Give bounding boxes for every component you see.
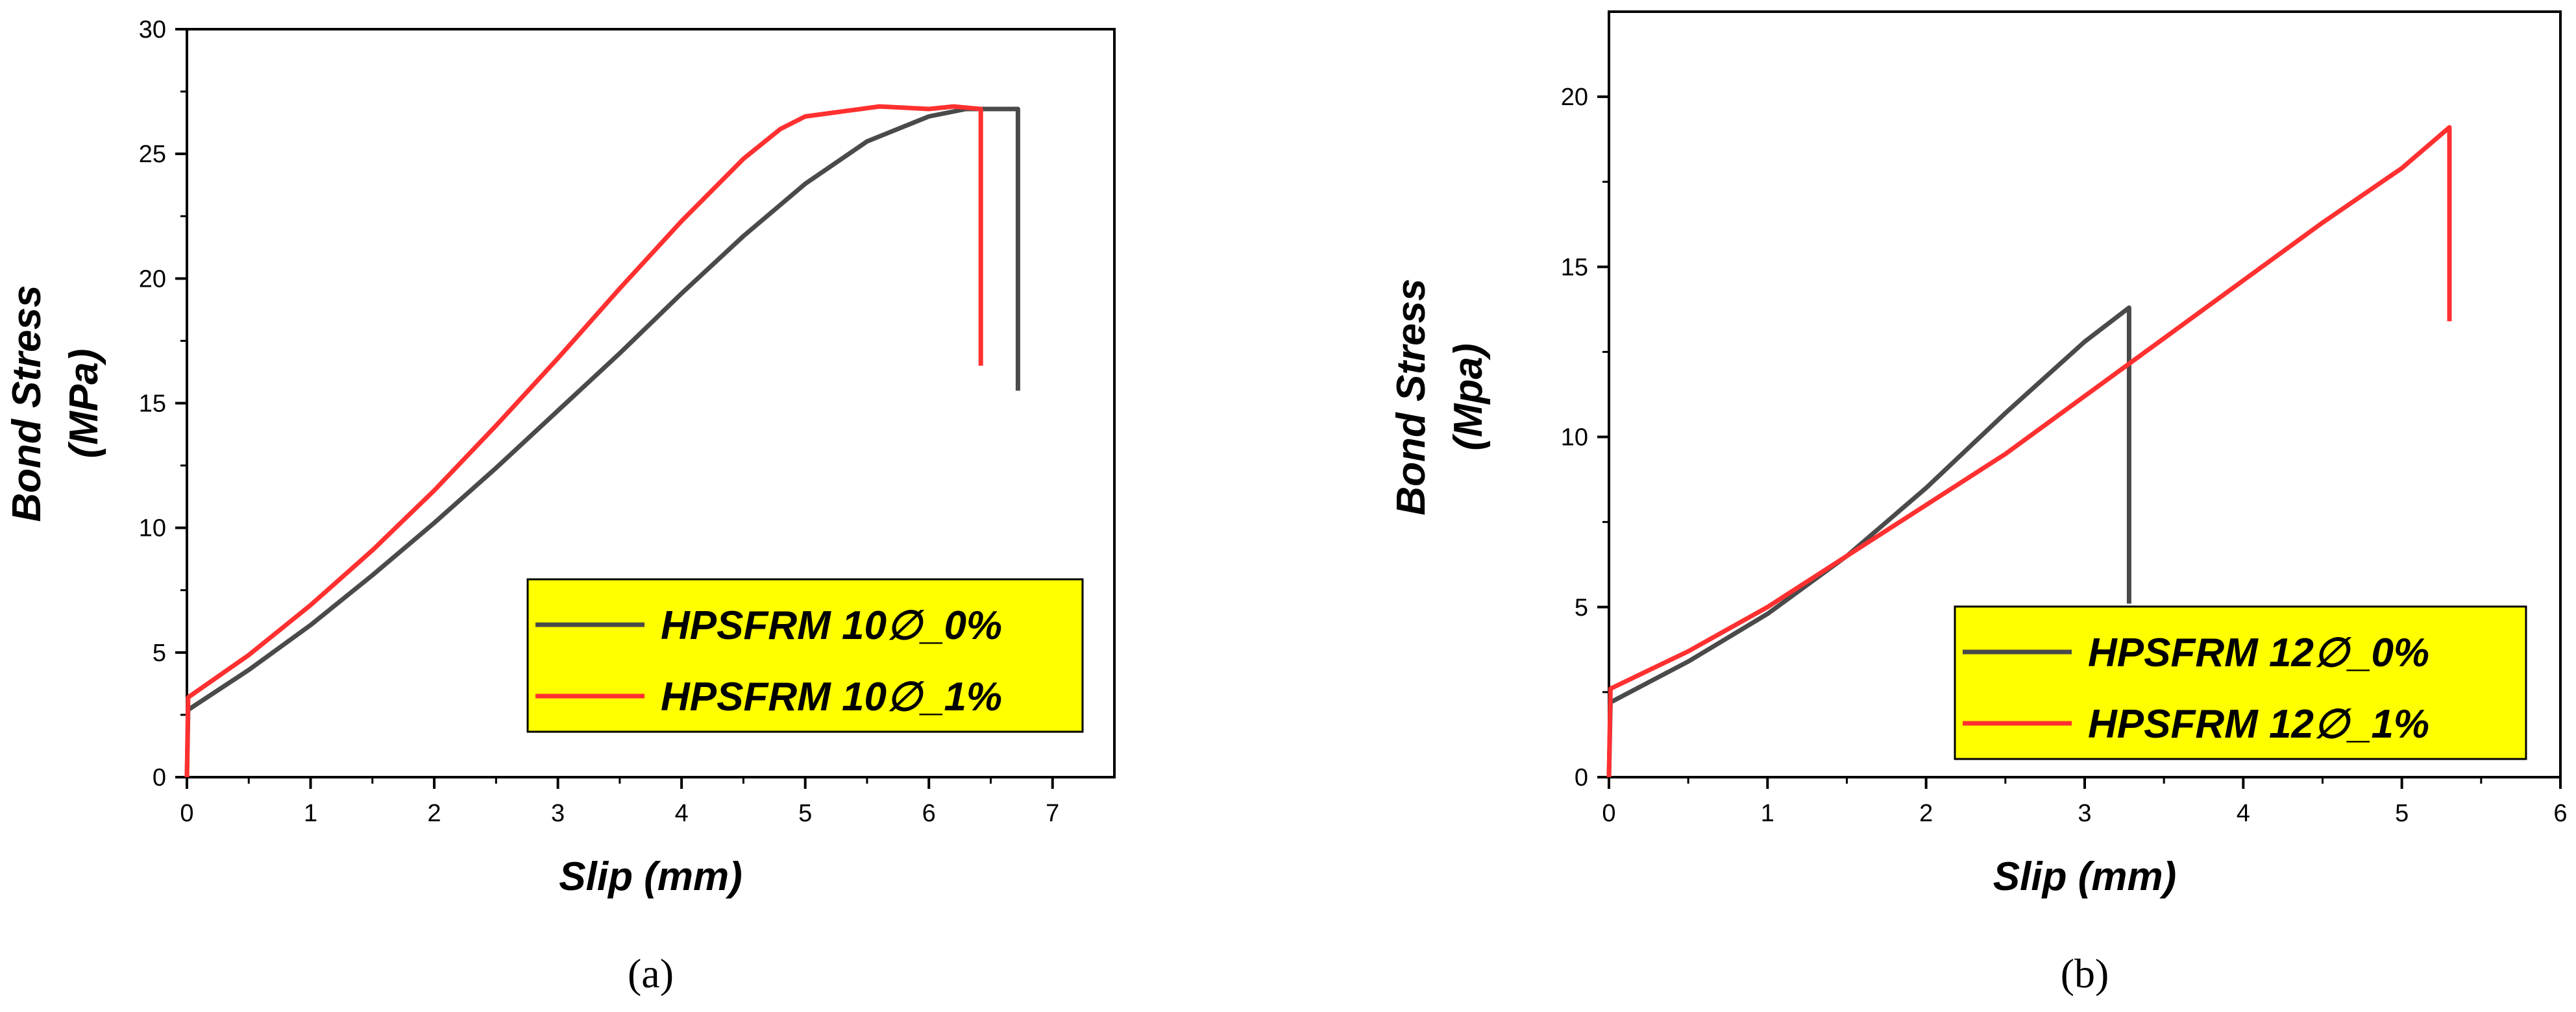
y-tick-label: 25 [139, 141, 166, 168]
legend-label-0: HPSFRM 12∅_0% [2088, 631, 2429, 675]
y-axis-title-line1: Bond Stress [1389, 278, 1434, 515]
series-line-1 [184, 104, 983, 778]
y-tick-label: 0 [153, 764, 166, 791]
legend-label-0: HPSFRM 10∅_0% [661, 603, 1002, 648]
x-tick-label: 3 [2078, 800, 2091, 827]
y-axis-title-line2: (Mpa) [1446, 343, 1491, 450]
y-tick-label: 10 [1561, 424, 1588, 452]
y-tick-label: 5 [153, 640, 166, 667]
x-tick-label: 0 [1602, 800, 1615, 827]
x-tick-label: 5 [2395, 800, 2409, 827]
x-axis-title: Slip (mm) [559, 854, 742, 899]
chart-panel-a: 0 1 2 3 4 5 6 7 0 5 10 15 20 25 30 HPSFRM 10∅_0% HPSFRM … [5, 16, 1116, 996]
series-line-0 [1606, 305, 2131, 778]
legend-box [1954, 605, 2527, 760]
panel-caption: (a) [628, 950, 674, 996]
legend-box [526, 578, 1084, 733]
y-tick-label: 20 [1561, 84, 1588, 111]
series-line-1 [1606, 125, 2452, 778]
y-tick-label: 30 [139, 16, 166, 43]
x-tick-label: 1 [1761, 800, 1774, 827]
y-tick-label: 15 [1561, 254, 1588, 281]
x-axis-title: Slip (mm) [1993, 854, 2176, 899]
x-tick-label: 4 [675, 800, 689, 827]
y-tick-label: 5 [1575, 594, 1588, 621]
y-tick-label: 20 [139, 265, 166, 293]
x-tick-label: 6 [2553, 800, 2567, 827]
panel-caption: (b) [2061, 950, 2109, 996]
y-axis-title-line2: (MPa) [62, 349, 106, 459]
x-tick-label: 2 [1919, 800, 1933, 827]
y-tick-label: 10 [139, 515, 166, 542]
chart-panel-b: 0 1 2 3 4 5 6 0 5 10 15 20 HPSFRM 12∅_0% HPSFRM 12∅_1… [1389, 10, 2568, 996]
y-tick-label: 15 [139, 391, 166, 418]
x-tick-label: 4 [2237, 800, 2250, 827]
x-tick-label: 5 [798, 800, 812, 827]
x-tick-label: 1 [304, 800, 317, 827]
x-tick-label: 6 [922, 800, 936, 827]
legend-label-1: HPSFRM 10∅_1% [661, 675, 1002, 719]
x-tick-label: 7 [1046, 800, 1059, 827]
legend-label-1: HPSFRM 12∅_1% [2088, 702, 2429, 747]
x-tick-label: 0 [180, 800, 193, 827]
x-tick-label: 3 [551, 800, 565, 827]
y-tick-label: 0 [1575, 764, 1588, 791]
y-axis-title-line1: Bond Stress [5, 285, 49, 522]
x-tick-label: 2 [427, 800, 441, 827]
series-line-0 [184, 106, 1020, 778]
